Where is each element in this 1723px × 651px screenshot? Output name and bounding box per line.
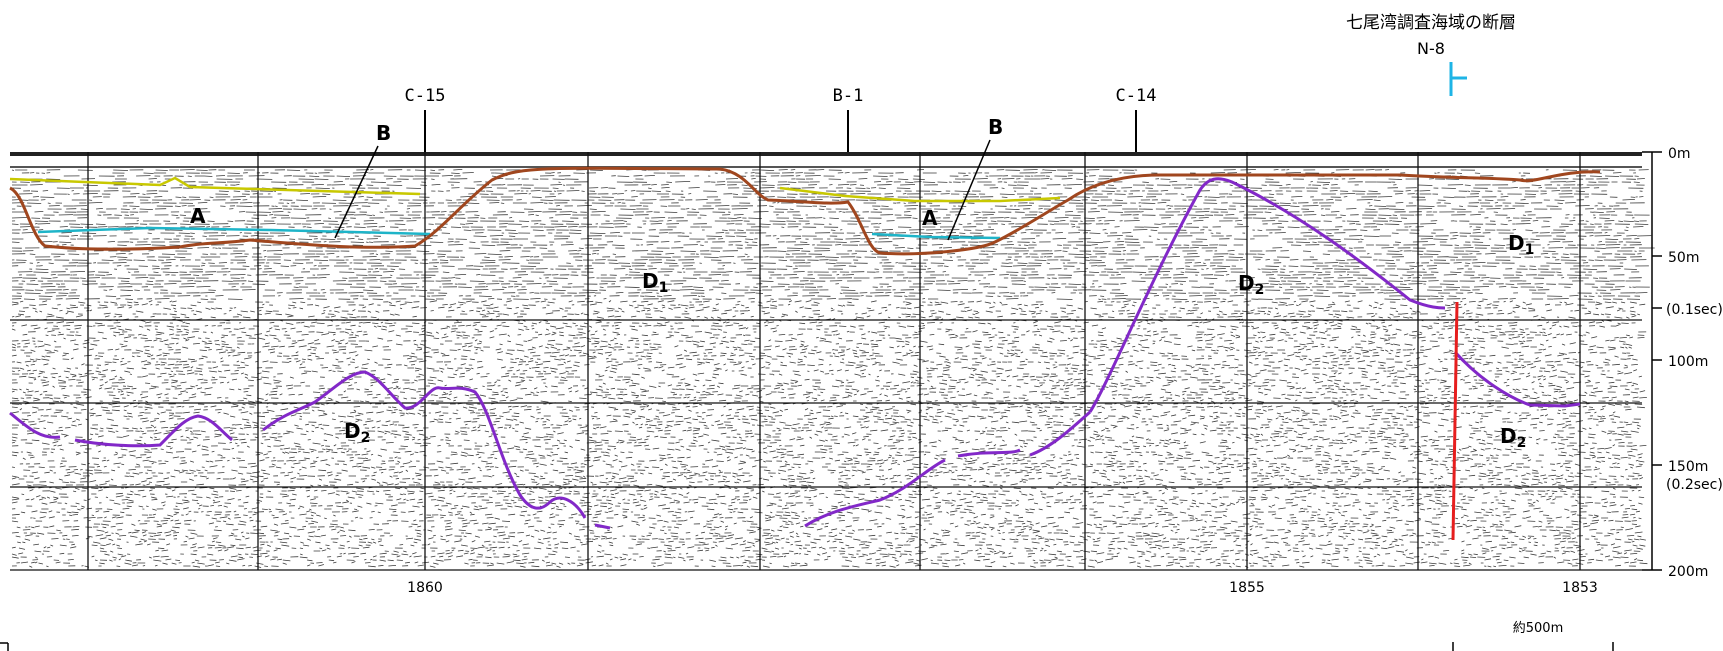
shot-point-labels: 1860 1855 1853	[407, 580, 1598, 596]
depth-axis: 0m 50m (0.1sec) 100m 150m (0.2sec) 200m	[1642, 146, 1723, 580]
shot-point-label: 1855	[1229, 580, 1265, 596]
depth-tick-label: 50m	[1668, 250, 1699, 266]
depth-tick-label: 150m	[1668, 459, 1708, 475]
crossing-label: C-14	[1116, 86, 1157, 106]
figure-title: 七尾湾調査海域の断層	[1346, 13, 1516, 33]
scale-bar-label: 約500m	[1513, 621, 1563, 636]
unit-label-a: A	[922, 206, 938, 230]
depth-tick-label: 100m	[1668, 354, 1708, 370]
depth-tick-label: 0m	[1668, 146, 1691, 162]
corner-mark	[0, 643, 8, 651]
crossing-b1: B-1	[833, 86, 864, 152]
crossing-c14: C-14	[1116, 86, 1157, 152]
crossing-label: B-1	[833, 86, 864, 106]
shot-point-label: 1860	[407, 580, 443, 596]
unit-label-a: A	[190, 204, 206, 228]
fault-marker-icon	[1451, 62, 1467, 96]
scale-bar: 約500m	[1453, 621, 1613, 651]
depth-tick-label: (0.2sec)	[1666, 477, 1723, 493]
depth-tick-label: 200m	[1668, 564, 1708, 580]
unit-label-b: B	[376, 121, 391, 145]
crossing-c15: C-15	[405, 86, 446, 152]
fault-label: N-8	[1417, 39, 1445, 58]
crossing-label: C-15	[405, 86, 446, 106]
depth-tick-label: (0.1sec)	[1666, 302, 1723, 318]
unit-label-b: B	[988, 115, 1003, 139]
seismic-record	[10, 152, 1655, 570]
shot-point-label: 1853	[1562, 580, 1598, 596]
